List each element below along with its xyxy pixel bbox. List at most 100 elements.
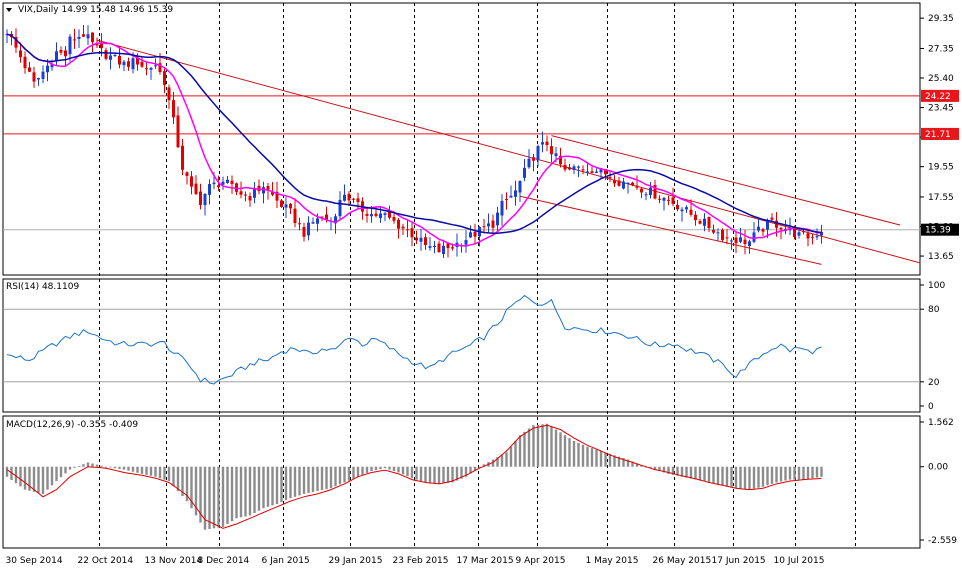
macd-histogram-bar: [181, 466, 184, 497]
macd-histogram-bar: [136, 466, 139, 473]
candle-body: [154, 65, 157, 67]
candle-body: [563, 164, 567, 170]
candle-body: [775, 220, 778, 228]
macd-histogram-bar: [185, 466, 189, 502]
macd-histogram-bar: [271, 466, 274, 506]
candle-body: [424, 237, 427, 246]
macd-histogram-bar: [230, 466, 234, 522]
candle-body: [374, 213, 378, 217]
date-tick-label: 1 May 2015: [586, 556, 639, 566]
macd-histogram-bar: [248, 466, 252, 516]
macd-histogram-bar: [460, 466, 463, 479]
candle-body: [136, 57, 139, 65]
candle-body: [541, 142, 544, 145]
macd-histogram-bar: [491, 459, 495, 467]
date-tick-label: 22 Oct 2014: [78, 556, 134, 566]
macd-histogram-bar: [320, 466, 324, 491]
candle-body: [662, 197, 666, 201]
macd-histogram-bar: [401, 466, 405, 475]
macd-histogram-bar: [802, 466, 805, 480]
macd-histogram-bar: [226, 466, 229, 524]
rsi-tick-label: 0: [928, 402, 934, 412]
macd-signal-line: [6, 424, 822, 529]
candle-body: [293, 208, 297, 224]
candle-body: [491, 220, 495, 228]
candle-body: [127, 61, 130, 67]
panel-frame-2: [2, 278, 921, 413]
candle-body: [289, 203, 292, 209]
candle-body: [194, 183, 198, 195]
macd-histogram-bar: [640, 465, 643, 467]
candle-body: [806, 233, 810, 239]
macd-histogram-bar: [406, 466, 409, 477]
candle-body: [500, 200, 504, 216]
macd-histogram-bar: [671, 466, 675, 475]
macd-histogram-bar: [91, 463, 94, 467]
macd-histogram-bar: [221, 466, 225, 527]
candle-body: [68, 36, 72, 55]
current-price-tag: [921, 223, 959, 236]
macd-histogram-bar: [442, 466, 445, 484]
candle-body: [275, 191, 279, 201]
macd-histogram-bar: [5, 466, 9, 477]
macd-histogram-bar: [284, 466, 288, 501]
macd-histogram-bar: [712, 466, 715, 484]
macd-histogram-bar: [19, 466, 22, 487]
macd-histogram-bar: [163, 466, 166, 480]
candle-body: [239, 191, 243, 195]
macd-histogram-bar: [608, 453, 612, 467]
macd-histogram-bar: [289, 466, 292, 499]
candle-body: [437, 243, 441, 253]
level-price-tag: [921, 127, 959, 140]
current-price-label: 15.39: [925, 226, 951, 236]
candle-body: [811, 236, 814, 238]
macd-histogram-bar: [32, 466, 36, 492]
price-tick-label: 19.55: [928, 163, 954, 173]
price-tick-label: 27.35: [928, 44, 954, 54]
macd-histogram-bar: [622, 458, 625, 467]
macd-histogram-bar: [176, 466, 180, 492]
candle-body: [698, 220, 702, 224]
macd-histogram-bar: [145, 466, 148, 475]
macd-histogram-bar: [158, 466, 162, 479]
candle-body: [730, 240, 733, 242]
price-tick-label: 29.35: [928, 14, 954, 24]
candle-body: [433, 245, 436, 247]
macd-histogram-bar: [311, 466, 315, 493]
candle-body: [482, 226, 486, 228]
macd-histogram-bar: [149, 466, 153, 476]
macd-histogram-bar: [64, 466, 67, 474]
macd-histogram-bar: [410, 466, 414, 479]
candle-body: [203, 193, 207, 206]
macd-histogram-bar: [194, 466, 198, 516]
candle-body: [757, 226, 760, 231]
candle-body: [743, 239, 747, 245]
candle-body: [32, 72, 36, 82]
macd-histogram-bar: [73, 466, 76, 468]
candle-body: [685, 207, 688, 210]
candle-body: [568, 167, 571, 170]
macd-histogram-bar: [532, 425, 535, 467]
candle-body: [64, 50, 67, 57]
date-tick-label: 23 Feb 2015: [393, 556, 449, 566]
candle-body: [496, 212, 499, 226]
macd-histogram-bar: [383, 466, 387, 469]
candle-body: [266, 185, 270, 190]
candle-body: [586, 171, 589, 173]
macd-histogram-bar: [581, 444, 585, 467]
candle-body: [82, 34, 85, 37]
channel-upper: [551, 135, 901, 226]
macd-histogram-bar: [482, 464, 486, 467]
candle-body: [230, 180, 234, 185]
macd-histogram-bar: [347, 466, 351, 481]
macd-histogram-bar: [797, 466, 801, 480]
candle-body: [599, 168, 603, 173]
macd-histogram-bar: [397, 466, 400, 473]
candle-body: [176, 115, 180, 148]
date-tick-label: 13 Nov 2014: [145, 556, 203, 566]
macd-tick-label: -2.559: [928, 536, 957, 546]
candle-body: [86, 34, 90, 39]
macd-histogram-bar: [478, 466, 481, 468]
macd-histogram-bar: [784, 466, 787, 481]
